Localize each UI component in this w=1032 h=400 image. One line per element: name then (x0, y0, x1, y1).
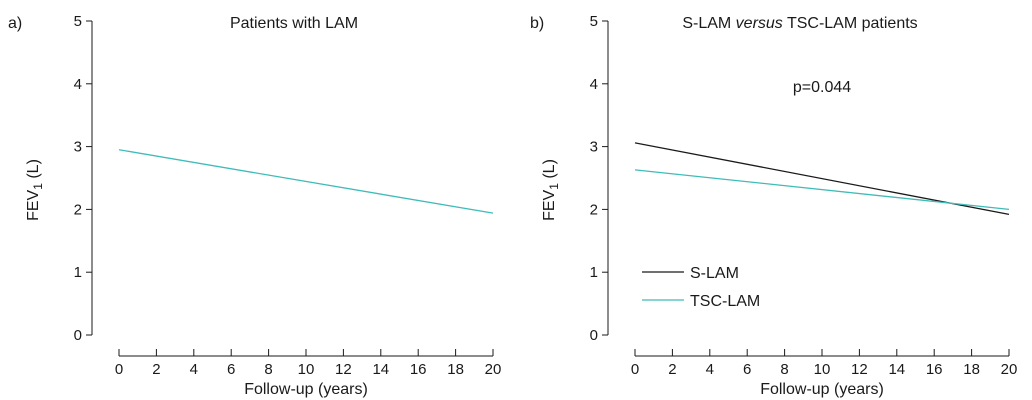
y-tick-label: 3 (590, 139, 598, 156)
y-tick-label: 5 (590, 13, 598, 30)
x-tick-label: 18 (447, 361, 464, 378)
x-tick-label: 10 (814, 361, 831, 378)
chart-title: Patients with LAM (230, 15, 358, 32)
x-tick-label: 16 (410, 361, 427, 378)
x-tick-label: 16 (926, 361, 943, 378)
x-tick-label: 4 (190, 361, 198, 378)
x-tick-label: 0 (115, 361, 123, 378)
panel-label: b) (530, 15, 544, 32)
series-line-tsc-lam (634, 169, 1010, 211)
x-tick-label: 12 (335, 361, 352, 378)
x-tick-label: 8 (264, 361, 272, 378)
y-tick-label: 4 (74, 76, 82, 93)
x-tick-label: 6 (743, 361, 751, 378)
x-tick-label: 8 (780, 361, 788, 378)
x-tick-label: 14 (372, 361, 389, 378)
y-tick-label: 1 (590, 264, 598, 281)
chart-title: S-LAM versus TSC-LAM patients (682, 15, 917, 32)
x-tick-label: 12 (851, 361, 868, 378)
legend-label: S-LAM (690, 265, 739, 282)
y-axis-label: FEV1 (L) (25, 159, 45, 221)
x-tick-label: 2 (152, 361, 160, 378)
panel-label: a) (8, 15, 22, 32)
series-line-patients (118, 149, 494, 214)
x-tick-label: 14 (888, 361, 905, 378)
y-tick-label: 2 (74, 201, 82, 218)
legend: S-LAM TSC-LAM (642, 265, 760, 310)
y-tick-label: 4 (590, 76, 598, 93)
y-tick-label: 3 (74, 139, 82, 156)
x-tick-label: 10 (298, 361, 315, 378)
y-tick-label: 0 (74, 327, 82, 344)
x-tick-label: 4 (706, 361, 714, 378)
y-tick-label: 1 (74, 264, 82, 281)
y-tick-label: 2 (590, 201, 598, 218)
x-tick-label: 2 (668, 361, 676, 378)
x-tick-label: 6 (227, 361, 235, 378)
x-tick-label: 20 (1001, 361, 1018, 378)
x-tick-label: 18 (963, 361, 980, 378)
x-axis-label: Follow-up (years) (760, 381, 884, 398)
x-tick-label: 0 (631, 361, 639, 378)
y-axis-label: FEV1 (L) (541, 159, 561, 221)
x-tick-label: 20 (485, 361, 502, 378)
y-tick-label: 0 (590, 327, 598, 344)
x-axis-label: Follow-up (years) (244, 381, 368, 398)
p-value-annotation: p=0.044 (793, 79, 851, 96)
y-tick-label: 5 (74, 13, 82, 30)
legend-label: TSC-LAM (690, 293, 760, 310)
